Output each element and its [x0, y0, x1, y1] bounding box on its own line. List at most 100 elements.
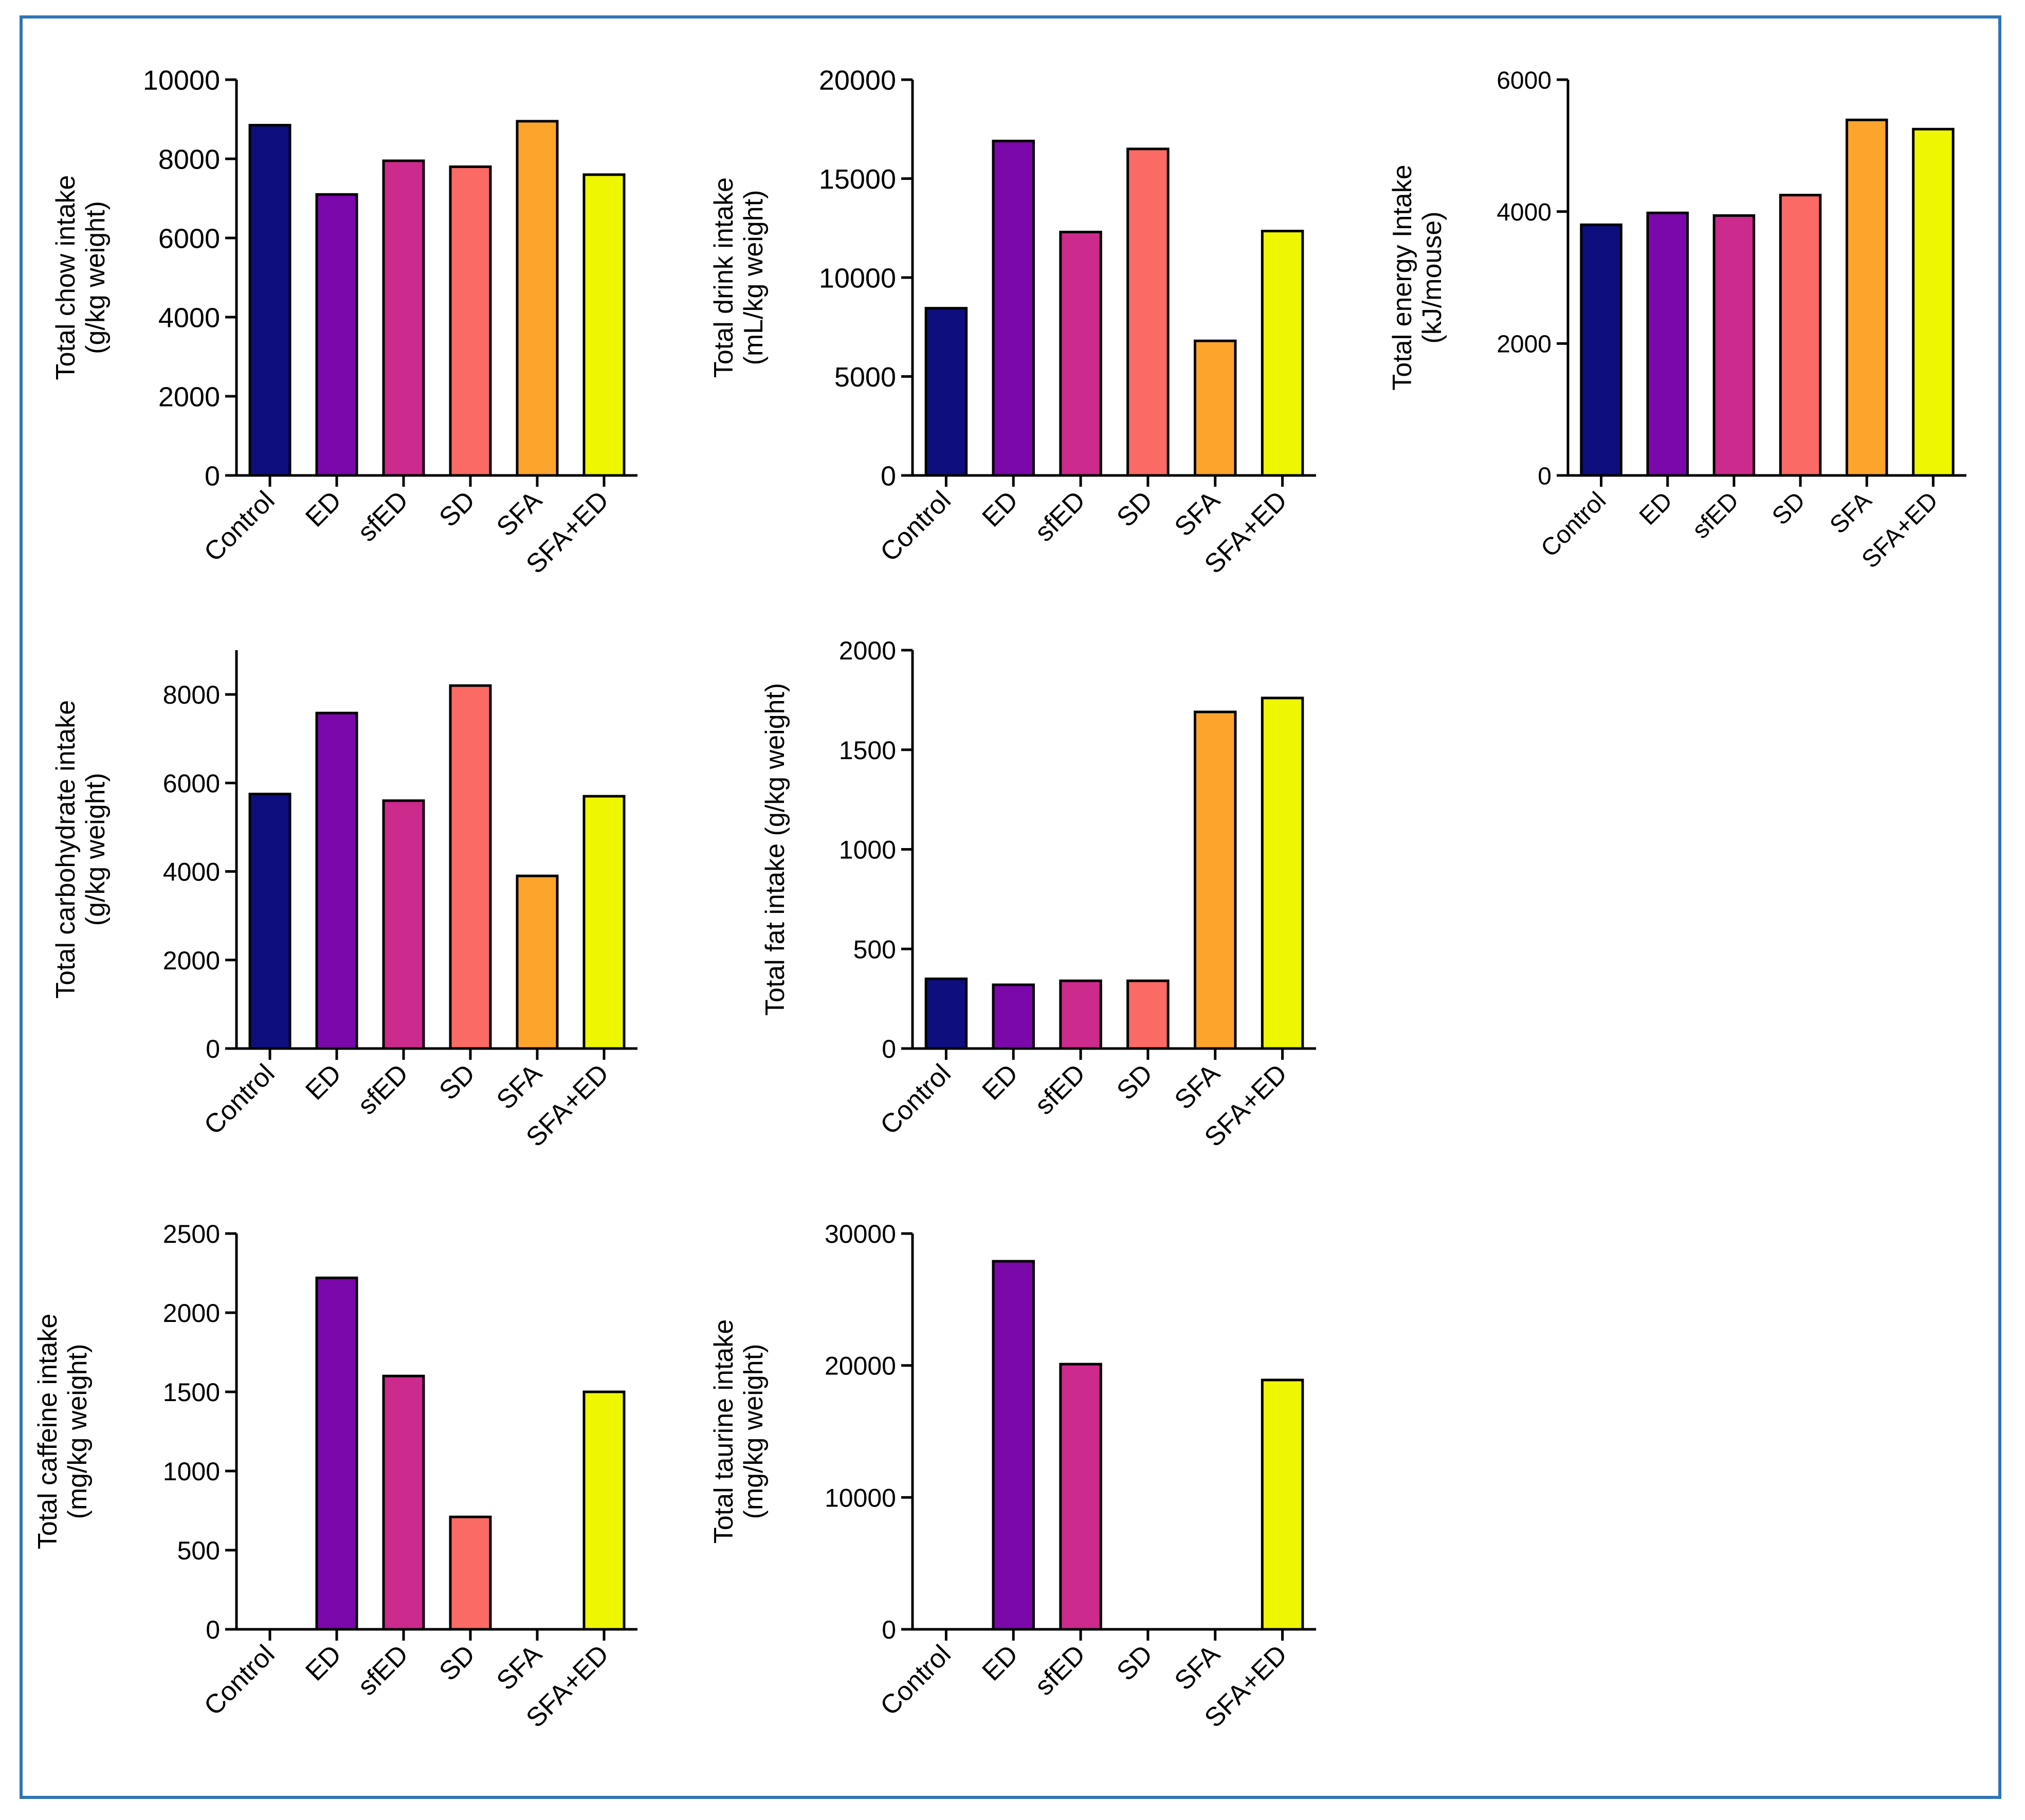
bar-sd: [1126, 979, 1170, 1050]
x-tick-label: SFA: [1169, 1058, 1226, 1115]
x-tick-label: Control: [874, 1639, 957, 1721]
y-tick-label: 0: [882, 1035, 896, 1063]
y-tick-label: 8000: [158, 144, 220, 175]
y-tick-label: 10000: [819, 263, 896, 293]
y-tick-label: 0: [206, 1615, 220, 1644]
y-tick-label: 6000: [1497, 67, 1552, 94]
y-axis-label: Total carbohydrate intake: [51, 700, 81, 999]
x-tick-label: SD: [1111, 1058, 1158, 1106]
y-tick-label: 0: [882, 1615, 896, 1644]
bar-sfed: [382, 799, 425, 1050]
y-tick-label: 6000: [163, 769, 220, 798]
bar-control: [924, 307, 968, 477]
x-tick-label: Control: [198, 485, 281, 567]
bar-sfa: [1194, 339, 1237, 477]
x-tick-label: SD: [1111, 1639, 1158, 1686]
bar-control: [248, 124, 291, 477]
x-tick-label: sfED: [352, 485, 414, 547]
x-tick-label: SFA: [1825, 487, 1877, 539]
y-tick-label: 0: [205, 461, 220, 491]
x-tick-label: ED: [300, 1639, 347, 1686]
bar-ed: [1646, 211, 1689, 477]
y-tick-label: 2000: [1497, 331, 1552, 358]
y-tick-label: 1000: [163, 1457, 220, 1486]
bar-sfa: [516, 874, 559, 1050]
bar-sfa-plus-ed: [582, 173, 626, 477]
bar-sd: [449, 1515, 492, 1631]
x-tick-label: Control: [874, 485, 957, 567]
y-tick-label: 4000: [158, 302, 220, 333]
y-tick-label: 2000: [163, 946, 220, 975]
y-axis-label: Total fat intake (g/kg weight): [760, 683, 790, 1016]
y-tick-label: 20000: [819, 65, 896, 96]
bar-control: [1580, 223, 1622, 477]
bar-sfed: [1059, 1363, 1102, 1631]
y-tick-label: 2500: [163, 1220, 220, 1248]
y-tick-label: 0: [206, 1035, 220, 1063]
x-tick-label: sfED: [1029, 1058, 1091, 1120]
y-tick-label: 15000: [819, 164, 896, 195]
bar-control: [248, 793, 291, 1050]
x-tick-label: sfED: [1687, 487, 1744, 544]
x-tick-label: sfED: [352, 1639, 414, 1701]
bar-sfa: [1846, 118, 1888, 477]
y-axis-label: (g/kg weight): [81, 773, 111, 926]
x-tick-label: SD: [433, 1058, 481, 1106]
bar-sd: [1126, 148, 1170, 477]
bar-sfa: [1194, 710, 1237, 1050]
bar-ed: [992, 983, 1035, 1050]
x-tick-label: ED: [300, 1058, 347, 1106]
bar-sfa-plus-ed: [1261, 230, 1304, 477]
x-tick-label: ED: [977, 1639, 1024, 1686]
y-axis-label: Total taurine intake: [709, 1319, 739, 1544]
y-tick-label: 10000: [825, 1483, 896, 1512]
x-tick-label: SFA: [1169, 485, 1226, 542]
y-tick-label: 1500: [163, 1378, 220, 1407]
bar-ed: [992, 139, 1035, 477]
y-tick-label: 2000: [163, 1299, 220, 1328]
bar-sfa-plus-ed: [1261, 1378, 1304, 1631]
x-tick-label: SD: [1767, 487, 1811, 530]
x-tick-label: SD: [1111, 485, 1158, 532]
y-axis-label: Total energy Intake: [1388, 164, 1417, 390]
bar-sd: [449, 684, 492, 1050]
chart-1: 0 2000 4000 6000 8000 10000 Control ED sfED SD SFA…: [51, 65, 637, 580]
x-tick-label: ED: [300, 485, 347, 532]
y-tick-label: 30000: [825, 1220, 896, 1248]
bar-sfed: [382, 1374, 425, 1631]
x-tick-label: sfED: [1029, 1639, 1091, 1701]
bar-sfa-plus-ed: [582, 795, 626, 1050]
y-axis-label: Total caffeine intake: [33, 1314, 63, 1550]
y-tick-label: 4000: [163, 858, 220, 887]
x-tick-label: sfED: [1029, 485, 1091, 547]
x-tick-label: Control: [1536, 487, 1611, 562]
bar-sfa-plus-ed: [582, 1390, 626, 1631]
bar-sfed: [1059, 979, 1102, 1050]
y-tick-label: 500: [853, 935, 896, 964]
y-tick-label: 500: [177, 1536, 220, 1565]
bar-sfed: [1059, 230, 1102, 477]
y-tick-label: 4000: [1497, 199, 1552, 226]
y-tick-label: 6000: [158, 223, 220, 254]
x-tick-label: SD: [433, 485, 481, 532]
bar-ed: [315, 193, 358, 477]
y-axis-label: (kJ/mouse): [1417, 211, 1447, 343]
y-tick-label: 5000: [834, 362, 896, 393]
y-tick-label: 2000: [158, 381, 220, 412]
x-tick-label: sfED: [352, 1058, 414, 1120]
x-tick-label: ED: [1634, 487, 1678, 530]
x-tick-label: Control: [198, 1639, 281, 1721]
bar-sfa-plus-ed: [1912, 127, 1955, 477]
bar-sfed: [382, 159, 425, 477]
bar-sd: [1779, 194, 1822, 477]
y-tick-label: 0: [881, 461, 896, 491]
bar-control: [924, 977, 968, 1050]
x-tick-label: SFA: [1169, 1639, 1226, 1696]
